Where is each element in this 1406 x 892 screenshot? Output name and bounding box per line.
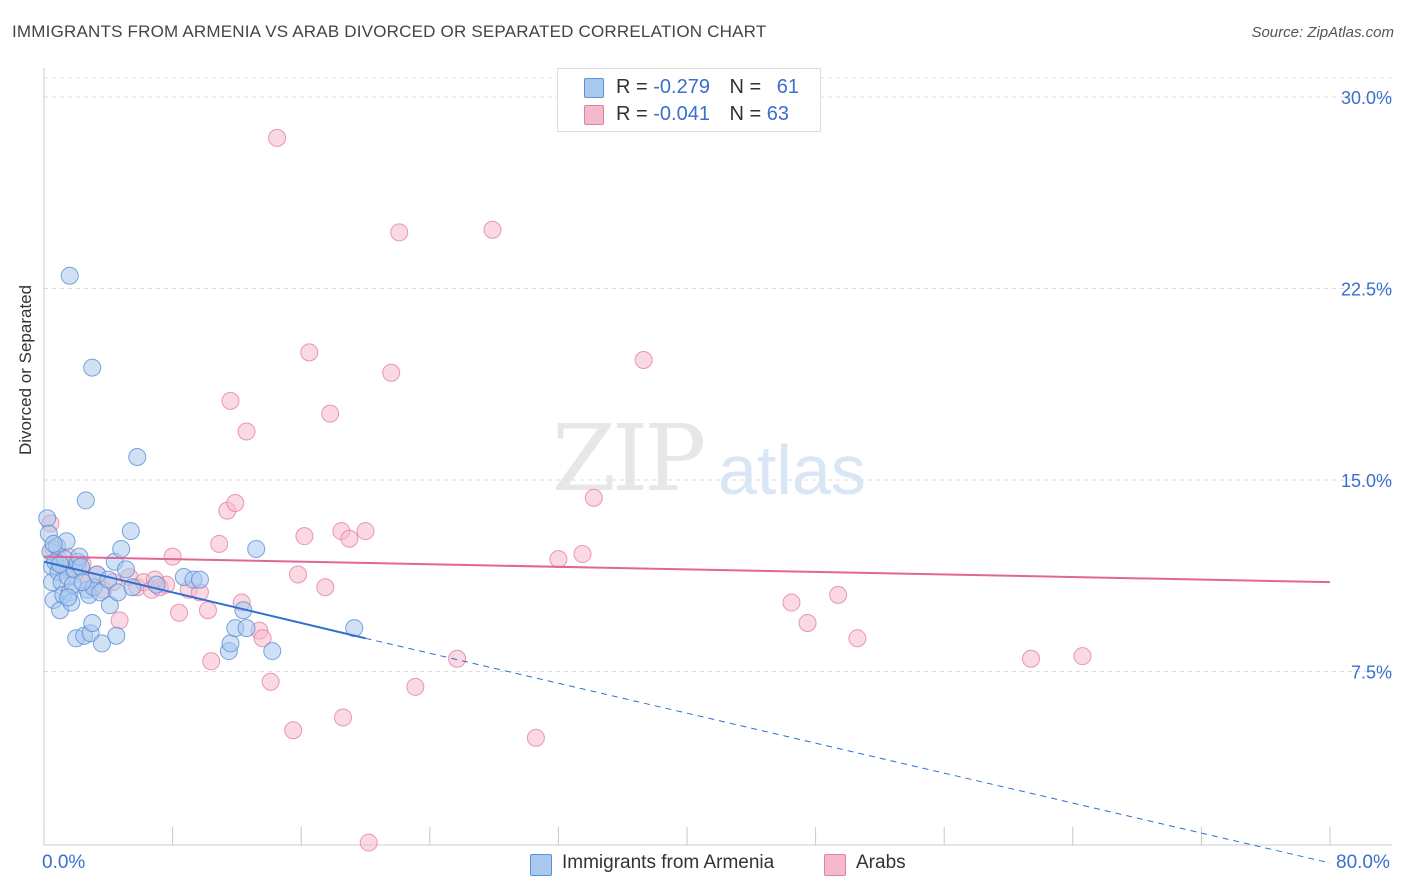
armenia-point [108,627,125,644]
y-tick-label: 22.5% [1341,280,1392,300]
arab-point [285,722,302,739]
arab-point [199,602,216,619]
y-axis-label: Divorced or Separated [16,285,36,455]
armenia-point [60,589,77,606]
legend-r-value-armenia: -0.279 [653,76,710,98]
arab-point [357,523,374,540]
armenia-point [129,449,146,466]
x-tick-label-min: 0.0% [42,852,85,874]
armenia-trend-extension [366,638,1331,863]
arab-point [269,129,286,146]
arab-point [317,579,334,596]
arab-point [238,423,255,440]
arab-trend-line [44,557,1330,583]
arab-point [849,630,866,647]
armenia-swatch [584,78,604,98]
arab-point [383,364,400,381]
correlation-legend: R = -0.279 N = 61 R = -0.041 N = 63 [557,68,821,132]
armenia-point [117,561,134,578]
armenia-legend-label: Immigrants from Armenia [562,852,774,874]
arab-point [341,530,358,547]
arab-point [799,614,816,631]
arab-point [211,535,228,552]
arab-point [407,678,424,695]
arab-point [527,729,544,746]
y-tick-label: 30.0% [1341,88,1392,108]
armenia-point [84,359,101,376]
legend-n-value-armenia: 61 [777,76,799,98]
arab-point [301,344,318,361]
arabs-swatch [584,105,604,125]
armenia-point [84,614,101,631]
armenia-point [222,635,239,652]
arab-point [585,489,602,506]
arab-point [296,528,313,545]
arab-point [1074,648,1091,665]
arab-point [164,548,181,565]
armenia-point [74,574,91,591]
arab-point [334,709,351,726]
armenia-legend-swatch [530,854,552,876]
arab-point [550,551,567,568]
arab-point [203,653,220,670]
armenia-point [238,620,255,637]
y-tick-label: 15.0% [1341,471,1392,491]
arab-point [484,221,501,238]
armenia-point [45,535,62,552]
arab-point [391,224,408,241]
arab-point [635,351,652,368]
armenia-point [39,510,56,527]
armenia-point [264,643,281,660]
armenia-point [191,571,208,588]
arab-point [574,546,591,563]
arab-point [289,566,306,583]
y-tick-label: 7.5% [1351,663,1392,683]
legend-n-label: N = [730,76,762,98]
arab-point [262,673,279,690]
legend-r-label: R = [616,76,648,98]
arabs-legend-label: Arabs [856,852,906,874]
legend-r-label: R = [616,103,648,125]
arab-point [171,604,188,621]
armenia-point [122,523,139,540]
legend-n-value-arabs: 63 [767,103,789,125]
armenia-point [61,267,78,284]
legend-r-value-arabs: -0.041 [653,103,710,125]
armenia-point [113,540,130,557]
arab-point [322,405,339,422]
arab-point [783,594,800,611]
arab-point [830,586,847,603]
arab-point [360,834,377,851]
scatter-chart: 7.5% 15.0% 22.5% 30.0% [0,0,1406,892]
arab-point [111,612,128,629]
legend-n-label: N = [730,103,762,125]
armenia-point [77,492,94,509]
armenia-point [248,540,265,557]
arab-point [1023,650,1040,667]
arab-point [227,494,244,511]
arab-point [222,392,239,409]
x-tick-label-max: 80.0% [1336,852,1390,874]
arabs-legend-swatch [824,854,846,876]
